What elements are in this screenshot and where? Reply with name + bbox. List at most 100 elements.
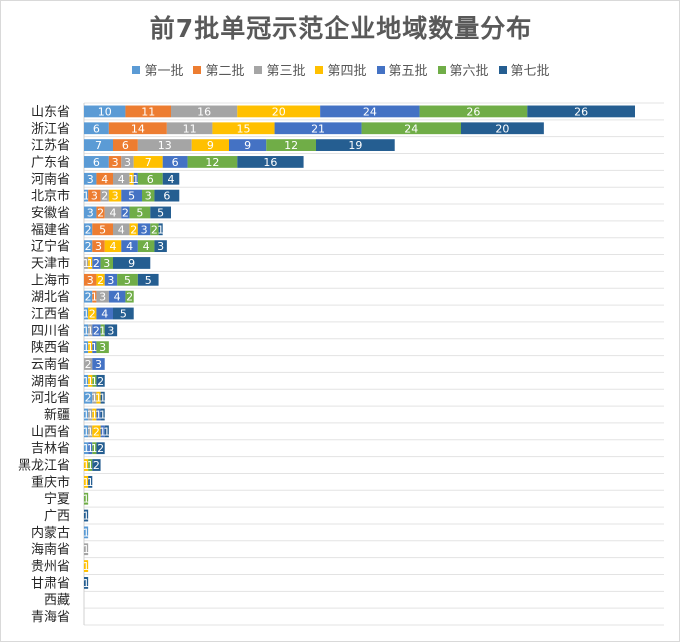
data-label: 5 bbox=[124, 274, 131, 287]
bar-segment bbox=[125, 105, 171, 118]
bar-segment bbox=[84, 139, 113, 151]
data-label: 1 bbox=[99, 324, 106, 337]
legend-swatch bbox=[315, 65, 324, 74]
legend-label: 第七批 bbox=[510, 64, 550, 79]
bar-segment bbox=[88, 257, 93, 269]
data-label: 4 bbox=[126, 240, 133, 253]
legend-label: 第五批 bbox=[388, 64, 428, 79]
bar-segment bbox=[84, 307, 89, 320]
data-label: 3 bbox=[145, 190, 152, 203]
category-label: 广西 bbox=[44, 509, 70, 524]
data-label: 9 bbox=[128, 257, 135, 270]
data-label: 1 bbox=[83, 526, 90, 539]
bar-segment bbox=[84, 189, 89, 202]
data-label: 5 bbox=[145, 274, 152, 287]
bar-segment bbox=[133, 172, 138, 185]
category-label: 黑龙江省 bbox=[18, 459, 70, 474]
legend-swatch bbox=[193, 65, 202, 74]
bar-segment bbox=[108, 122, 167, 135]
bar-segment bbox=[113, 257, 151, 269]
bar-segment bbox=[117, 273, 138, 286]
data-label: 26 bbox=[466, 105, 480, 118]
bar-segment bbox=[84, 391, 93, 404]
bar-segment bbox=[88, 408, 93, 421]
bar-segment bbox=[320, 105, 420, 118]
bar-segment bbox=[113, 307, 134, 320]
bar-segment bbox=[84, 358, 93, 370]
data-label: 7 bbox=[145, 156, 152, 169]
data-label: 2 bbox=[93, 425, 100, 438]
bar-segment bbox=[84, 408, 89, 421]
data-label: 1 bbox=[83, 510, 90, 523]
legend-item: 第五批 bbox=[376, 60, 428, 79]
bar-segment bbox=[84, 374, 89, 387]
category-label: 天津市 bbox=[31, 255, 70, 271]
legend-swatch bbox=[254, 65, 263, 74]
category-label: 江苏省 bbox=[31, 138, 70, 154]
data-label: 1 bbox=[132, 173, 139, 186]
bar-segment bbox=[137, 139, 192, 151]
data-label: 2 bbox=[89, 307, 96, 320]
data-label: 2 bbox=[85, 223, 92, 236]
category-label: 新疆 bbox=[44, 407, 70, 423]
data-label: 1 bbox=[103, 425, 110, 438]
category-label: 浙江省 bbox=[31, 122, 70, 137]
bar-segment bbox=[108, 156, 122, 168]
bar-segment bbox=[121, 240, 138, 253]
data-label: 12 bbox=[284, 139, 298, 152]
category-label: 河南省 bbox=[31, 171, 70, 187]
bar-segment bbox=[266, 139, 316, 151]
data-label: 11 bbox=[183, 122, 197, 135]
bar-segment bbox=[84, 341, 89, 354]
data-label: 1 bbox=[87, 375, 94, 388]
bar-segment bbox=[96, 442, 105, 455]
legend-label: 第一批 bbox=[144, 64, 184, 79]
bar-segment bbox=[274, 122, 362, 135]
bar-segment bbox=[129, 172, 134, 185]
bar-segment bbox=[88, 459, 93, 471]
bar-segment bbox=[96, 290, 109, 303]
data-label: 3 bbox=[87, 173, 94, 186]
bar-segment bbox=[84, 425, 89, 438]
data-label: 2 bbox=[101, 190, 108, 203]
data-label: 3 bbox=[112, 190, 119, 203]
bar-segment bbox=[84, 156, 109, 168]
bar-segment bbox=[137, 273, 159, 286]
data-label: 3 bbox=[141, 223, 148, 236]
bar-segment bbox=[96, 206, 105, 219]
bar-segment bbox=[137, 240, 155, 253]
bar-segment bbox=[84, 273, 97, 286]
bar-segment bbox=[92, 442, 97, 455]
data-label: 1 bbox=[83, 409, 90, 422]
data-label: 5 bbox=[136, 206, 143, 219]
data-label: 1 bbox=[87, 425, 94, 438]
bar-segment bbox=[142, 189, 155, 202]
category-label: 四川省 bbox=[31, 324, 70, 339]
data-label: 7 bbox=[95, 139, 102, 152]
data-label: 3 bbox=[107, 274, 114, 287]
bar-segment bbox=[84, 560, 89, 572]
data-label: 4 bbox=[143, 240, 150, 253]
bar-segment bbox=[162, 172, 180, 185]
bar-segment bbox=[121, 189, 142, 202]
data-label: 15 bbox=[237, 122, 251, 135]
category-label: 西藏 bbox=[44, 593, 70, 608]
data-label: 1 bbox=[99, 392, 106, 405]
bar-segment bbox=[133, 156, 163, 168]
legend-item: 第三批 bbox=[254, 60, 305, 79]
bar-segment bbox=[96, 341, 109, 354]
data-label: 16 bbox=[263, 156, 277, 169]
bar-segment bbox=[88, 425, 93, 438]
bar-segment bbox=[84, 492, 89, 505]
bar-segment bbox=[121, 206, 130, 219]
data-label: 1 bbox=[83, 375, 90, 388]
category-label: 湖南省 bbox=[31, 373, 70, 389]
bar-segment bbox=[84, 290, 93, 303]
data-label: 6 bbox=[122, 139, 129, 152]
category-label: 甘肃省 bbox=[31, 576, 70, 591]
data-label: 1 bbox=[87, 409, 94, 422]
data-label: 16 bbox=[197, 105, 211, 118]
data-label: 2 bbox=[85, 291, 92, 304]
data-label: 2 bbox=[97, 206, 104, 219]
